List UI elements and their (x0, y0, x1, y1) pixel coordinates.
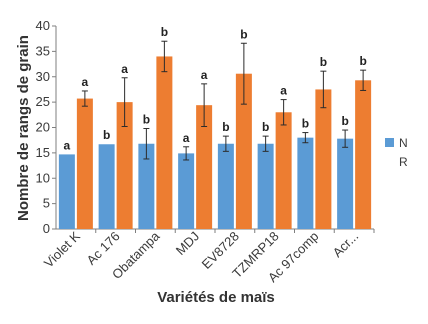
bar-n (217, 143, 234, 229)
legend-label-r: R (399, 155, 408, 169)
bar-n (337, 138, 354, 229)
significance-letter: a (121, 62, 128, 76)
x-tick-label: Ac 176 (84, 229, 123, 268)
significance-letter: b (161, 25, 168, 39)
bar-r (275, 112, 292, 229)
bar-n (257, 143, 274, 229)
legend-swatch-n (385, 138, 394, 147)
y-tick-label: 15 (36, 145, 50, 160)
significance-letter: a (201, 68, 208, 82)
significance-letter: b (320, 55, 327, 69)
y-axis-title: Nombre de rangs de grain (15, 35, 32, 221)
significance-letter: a (82, 75, 89, 89)
significance-letter: b (143, 113, 150, 127)
y-tick-labels: 0 5 10 15 20 25 30 35 40 (36, 18, 56, 236)
bar-r (76, 98, 93, 229)
significance-letter: b (222, 120, 229, 134)
significance-letter: b (359, 54, 366, 68)
legend-label-n: N (399, 136, 408, 150)
x-tick-label: MDJ (173, 229, 202, 258)
significance-letter: a (280, 84, 287, 98)
bar-r (156, 56, 173, 230)
x-tick-label: Acr... (330, 229, 362, 261)
bar-r (355, 80, 372, 230)
bar-n (98, 144, 115, 229)
significance-letter: b (240, 27, 247, 41)
y-tick-label: 30 (36, 69, 50, 84)
bar-r (196, 105, 213, 229)
bar-n (138, 143, 155, 229)
y-tick-label: 40 (36, 18, 50, 33)
y-tick-label: 20 (36, 120, 50, 135)
y-tick-label: 0 (43, 221, 50, 236)
y-tick-label: 5 (43, 196, 50, 211)
bars (58, 56, 372, 230)
error-bars (81, 40, 367, 161)
significance-letter: b (302, 117, 309, 131)
bar-r (235, 73, 252, 229)
y-tick-label: 10 (36, 170, 50, 185)
y-tick-label: 25 (36, 94, 50, 109)
bar-r (315, 89, 332, 229)
significance-letter: b (262, 120, 269, 134)
y-tick-label: 35 (36, 43, 50, 58)
significance-letter: a (183, 131, 190, 145)
bar-n (58, 154, 75, 229)
significance-letters: a a b a b b a a b b b a b b b b (64, 25, 367, 152)
bar-n (297, 137, 314, 229)
legend: NR (385, 136, 408, 169)
significance-letter: b (341, 114, 348, 128)
significance-letter: b (103, 128, 110, 142)
significance-letter: a (64, 138, 71, 152)
x-axis-title: Variétés de maïs (157, 289, 275, 306)
bar-r (116, 102, 133, 229)
bar-n (178, 153, 195, 229)
